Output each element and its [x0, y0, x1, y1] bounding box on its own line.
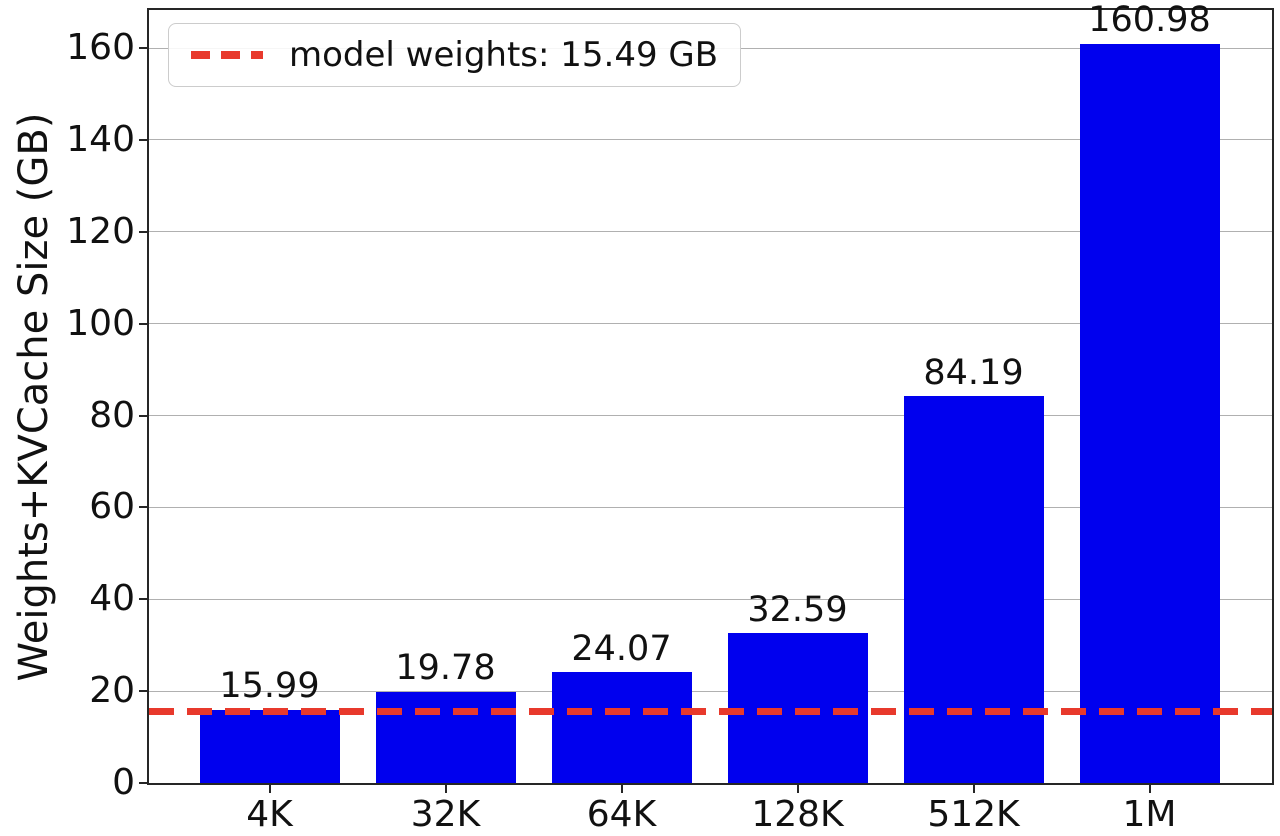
- x-axis-tick: [1148, 785, 1151, 793]
- x-axis-tick: [268, 785, 271, 793]
- y-tick-label: 100: [66, 302, 135, 344]
- bar-value-label: 84.19: [923, 352, 1024, 393]
- bar: [903, 396, 1044, 783]
- x-tick-label: 512K: [927, 794, 1020, 835]
- plot-area: model weights: 15.49 GB 0 20 40 60 80 100 120 1…: [66, 2, 1274, 834]
- legend: model weights: 15.49 GB: [168, 23, 742, 87]
- x-axis-tick: [972, 785, 975, 793]
- bar-value-label: 24.07: [571, 628, 672, 669]
- y-axis-tick: [139, 322, 147, 325]
- y-tick-label: 40: [89, 578, 135, 620]
- x-tick-label: 128K: [751, 794, 844, 835]
- bar: [199, 709, 340, 783]
- gridline: [149, 690, 1272, 692]
- x-axis-tick: [444, 785, 447, 793]
- y-axis-tick: [139, 138, 147, 141]
- bar: [727, 633, 868, 783]
- bar: [375, 692, 516, 783]
- x-tick-label: 64K: [586, 794, 657, 835]
- x-axis-tick: [620, 785, 623, 793]
- reference-line: [149, 708, 1272, 716]
- gridline: [149, 231, 1272, 233]
- gridline: [149, 506, 1272, 508]
- x-tick-label: 1M: [1122, 794, 1177, 835]
- bar-value-label: 19.78: [395, 648, 496, 689]
- bar-value-label: 160.98: [1088, 0, 1211, 40]
- x-tick-label: 4K: [246, 794, 293, 835]
- y-axis-tick: [139, 690, 147, 693]
- bar: [551, 672, 692, 783]
- y-axis-tick: [139, 782, 147, 784]
- bar: [1079, 43, 1220, 783]
- y-axis-tick: [139, 230, 147, 233]
- y-tick-label: 20: [89, 670, 135, 712]
- x-axis-tick: [796, 785, 799, 793]
- gridline: [149, 323, 1272, 325]
- y-tick-label: 0: [112, 762, 135, 803]
- y-tick-label: 160: [66, 27, 135, 69]
- gridline: [149, 598, 1272, 600]
- legend-dashed-line-sample: [191, 51, 263, 59]
- y-axis-tick: [139, 598, 147, 601]
- y-tick-label: 140: [66, 118, 135, 160]
- y-tick-label: 120: [66, 210, 135, 252]
- legend-label: model weights: 15.49 GB: [289, 35, 719, 75]
- y-axis-tick: [139, 47, 147, 50]
- y-tick-label: 80: [89, 394, 135, 436]
- bar-value-label: 32.59: [747, 589, 848, 630]
- x-tick-label: 32K: [410, 794, 481, 835]
- gridline: [149, 139, 1272, 141]
- y-axis-title: Weights+KVCache Size (GB): [11, 112, 57, 682]
- y-axis-tick: [139, 414, 147, 417]
- y-axis-tick: [139, 506, 147, 509]
- gridline: [149, 415, 1272, 417]
- y-tick-label: 60: [89, 486, 135, 528]
- bar-value-label: 15.99: [219, 665, 320, 706]
